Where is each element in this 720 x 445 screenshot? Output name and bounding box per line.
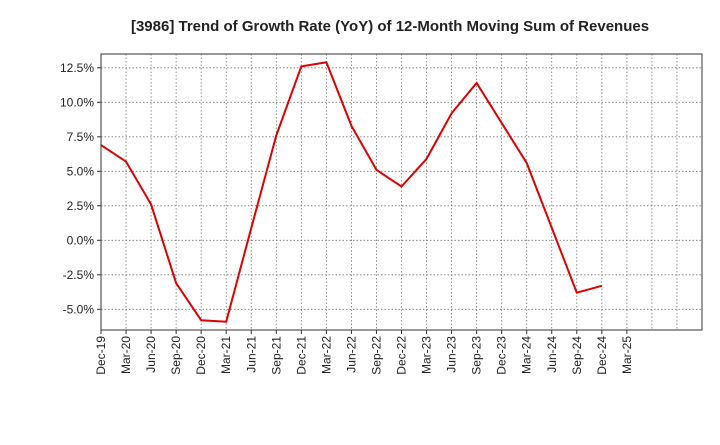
x-tick-label: Jun-21 — [244, 336, 258, 373]
x-tick-label: Mar-21 — [219, 336, 233, 374]
x-tick-label: Dec-24 — [595, 336, 609, 375]
x-tick-label: Jun-20 — [144, 336, 158, 373]
x-tick-label: Dec-22 — [395, 336, 409, 375]
x-tick-label: Sep-20 — [169, 336, 183, 375]
x-tick-label: Sep-23 — [470, 336, 484, 375]
grid — [101, 54, 702, 330]
y-tick-label: 0.0% — [67, 233, 95, 247]
chart-title: [3986] Trend of Growth Rate (YoY) of 12-… — [131, 18, 649, 35]
x-tick-label: Sep-22 — [369, 336, 383, 375]
x-tick-label: Dec-19 — [94, 336, 108, 375]
series-line — [100, 61, 603, 323]
x-tick-label: Sep-24 — [570, 336, 584, 375]
x-tick-label: Jun-24 — [545, 336, 559, 373]
plot-area-border — [100, 53, 703, 331]
x-tick-label: Mar-22 — [319, 336, 333, 374]
y-tick-label: 7.5% — [67, 130, 95, 144]
x-tick-label: Mar-25 — [620, 336, 634, 374]
x-tick-label: Jun-22 — [344, 336, 358, 373]
y-tick-label: -5.0% — [63, 302, 95, 316]
y-tick-label: -2.5% — [63, 268, 95, 282]
x-tick-label: Dec-20 — [194, 336, 208, 375]
x-tick-label: Sep-21 — [269, 336, 283, 375]
series-layer — [100, 61, 603, 323]
y-axis-ticks: 12.5% 10.0% 7.5% 5.0% 2.5% 0.0% -2.5% -5.0% — [60, 61, 101, 316]
x-tick-label: Dec-23 — [495, 336, 509, 375]
y-tick-label: 2.5% — [67, 199, 95, 213]
y-tick-label: 12.5% — [60, 61, 94, 75]
x-tick-label: Mar-20 — [119, 336, 133, 374]
x-axis-ticks: Dec-19 Mar-20 Jun-20 Sep-20 Dec-20 Mar-21 Jun-… — [94, 330, 634, 375]
x-tick-label: Dec-21 — [294, 336, 308, 375]
x-tick-label: Mar-24 — [520, 336, 534, 374]
x-tick-label: Mar-23 — [420, 336, 434, 374]
y-tick-label: 5.0% — [67, 164, 95, 178]
y-tick-label: 10.0% — [60, 95, 94, 109]
x-tick-label: Jun-23 — [445, 336, 459, 373]
